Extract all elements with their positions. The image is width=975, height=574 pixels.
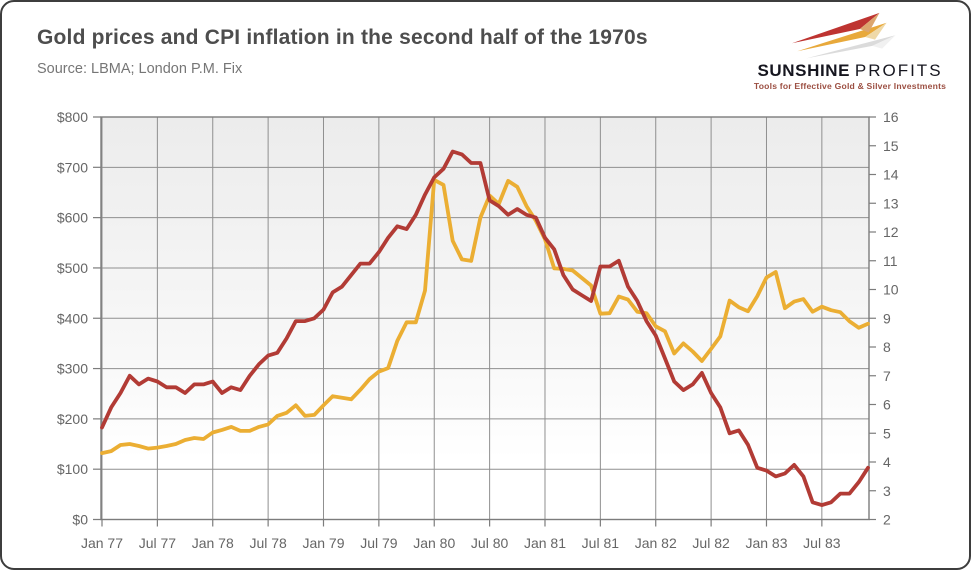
svg-text:3: 3 bbox=[883, 483, 891, 499]
svg-text:13: 13 bbox=[883, 195, 899, 211]
svg-text:$300: $300 bbox=[57, 361, 88, 377]
svg-text:$500: $500 bbox=[57, 260, 88, 276]
svg-text:7: 7 bbox=[883, 368, 891, 384]
svg-text:Jan 81: Jan 81 bbox=[524, 535, 566, 551]
logo-tagline: Tools for Effective Gold & Silver Invest… bbox=[753, 80, 947, 91]
svg-text:Jan 83: Jan 83 bbox=[745, 535, 787, 551]
svg-text:Jul 82: Jul 82 bbox=[692, 535, 730, 551]
logo-name: SUNSHINE PROFITS bbox=[757, 61, 943, 80]
right-axis-labels: 16 15 14 13 12 11 10 9 8 7 6 5 4 3 2 bbox=[883, 109, 899, 528]
svg-text:$0: $0 bbox=[72, 512, 88, 528]
svg-text:14: 14 bbox=[883, 167, 899, 183]
source-note: Source: LBMA; London P.M. Fix bbox=[37, 61, 243, 77]
page-title: Gold prices and CPI inflation in the sec… bbox=[37, 26, 648, 49]
svg-text:10: 10 bbox=[883, 282, 899, 298]
svg-text:2: 2 bbox=[883, 512, 891, 528]
svg-text:8: 8 bbox=[883, 339, 891, 355]
svg-text:15: 15 bbox=[883, 138, 899, 154]
logo-rays-icon bbox=[791, 12, 896, 59]
svg-text:5: 5 bbox=[883, 425, 891, 441]
svg-text:Jul 78: Jul 78 bbox=[249, 535, 287, 551]
sunshine-profits-logo: SUNSHINE PROFITS Tools for Effective Gol… bbox=[741, 12, 959, 91]
left-axis-labels: $800 $700 $600 $500 $400 $300 $200 $100 $0 bbox=[57, 109, 88, 528]
svg-text:$200: $200 bbox=[57, 411, 88, 427]
svg-text:6: 6 bbox=[883, 397, 891, 413]
svg-text:Jul 79: Jul 79 bbox=[360, 535, 398, 551]
svg-text:Jul 80: Jul 80 bbox=[471, 535, 509, 551]
svg-text:Jan 79: Jan 79 bbox=[302, 535, 344, 551]
svg-text:$100: $100 bbox=[57, 461, 88, 477]
svg-text:$700: $700 bbox=[57, 159, 88, 175]
svg-text:Jan 82: Jan 82 bbox=[635, 535, 677, 551]
svg-text:$400: $400 bbox=[57, 310, 88, 326]
svg-text:Jul 81: Jul 81 bbox=[582, 535, 620, 551]
svg-text:16: 16 bbox=[883, 109, 899, 125]
svg-text:11: 11 bbox=[883, 253, 898, 269]
axis-ticks bbox=[93, 116, 876, 527]
svg-text:9: 9 bbox=[883, 310, 891, 326]
svg-text:12: 12 bbox=[883, 224, 899, 240]
svg-text:Jul 77: Jul 77 bbox=[139, 535, 177, 551]
gold-price-line bbox=[100, 177, 870, 456]
x-axis-labels: Jan 77 Jul 77 Jan 78 Jul 78 Jan 79 Jul 79 Jan … bbox=[81, 535, 841, 551]
svg-text:$600: $600 bbox=[57, 210, 88, 226]
svg-text:4: 4 bbox=[883, 454, 891, 470]
svg-text:Jul 83: Jul 83 bbox=[803, 535, 841, 551]
cpi-inflation-line bbox=[100, 149, 870, 508]
svg-text:Jan 77: Jan 77 bbox=[81, 535, 123, 551]
svg-text:Jan 80: Jan 80 bbox=[413, 535, 455, 551]
svg-text:Jan 78: Jan 78 bbox=[192, 535, 234, 551]
svg-text:$800: $800 bbox=[57, 109, 88, 125]
